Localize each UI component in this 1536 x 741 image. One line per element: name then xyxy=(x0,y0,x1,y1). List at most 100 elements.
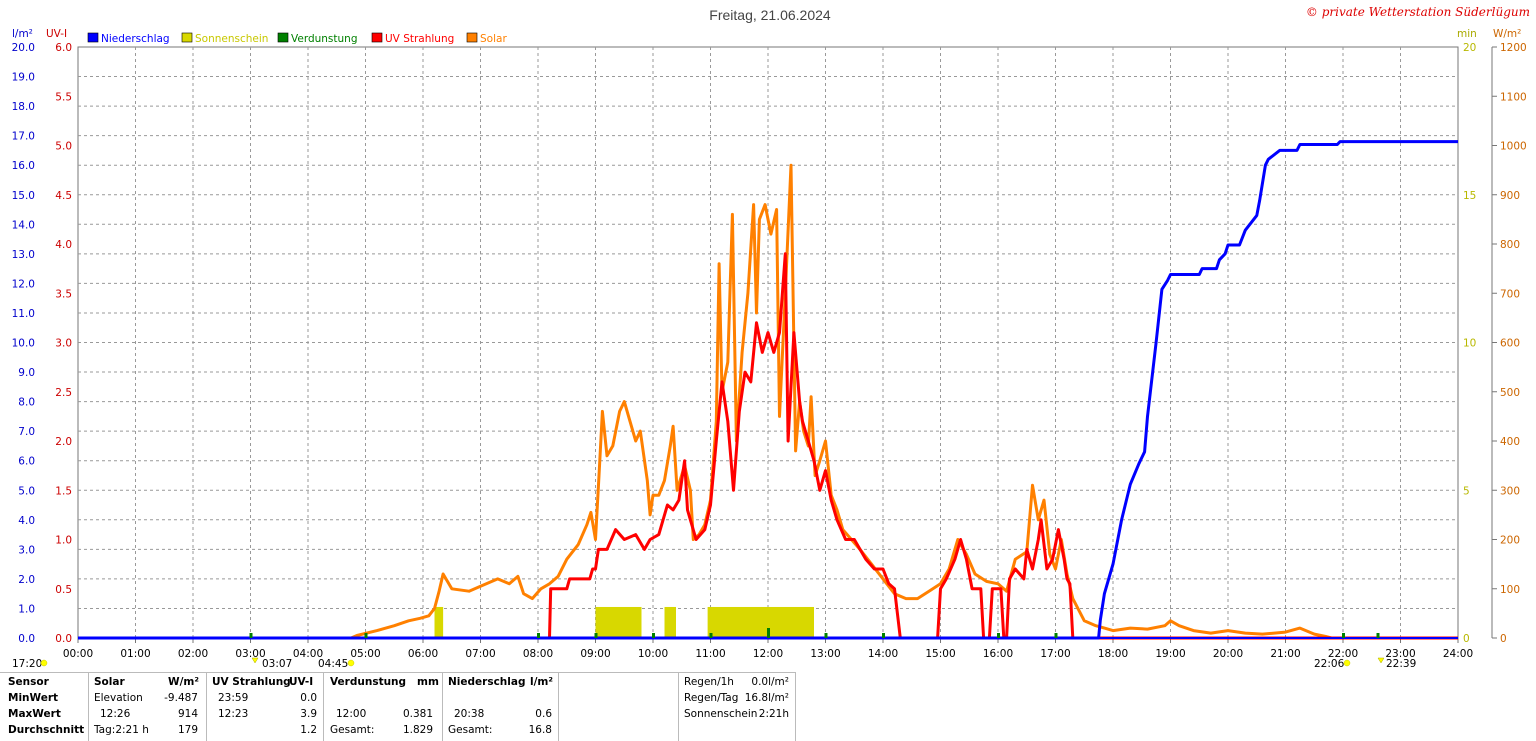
sunshine-bar xyxy=(707,606,814,638)
col-header-uv-unit: UV-I xyxy=(289,676,314,688)
precip-tick-label: 20.0 xyxy=(12,42,35,54)
uv-tick-label: 4.0 xyxy=(55,239,72,251)
table-divider-7 xyxy=(795,672,796,741)
solar-tick-label: 0 xyxy=(1500,633,1507,645)
sun-tick-label: 10 xyxy=(1463,338,1476,350)
twilight-marker-icon xyxy=(251,657,259,664)
series-line-precip xyxy=(78,140,1458,640)
sun-tick-label: 5 xyxy=(1463,485,1470,497)
row-label-avg: Durchschnitt xyxy=(8,724,85,736)
table-divider-top xyxy=(0,672,795,673)
evaporation-mark xyxy=(652,633,655,638)
col-header-solar-unit: W/m² xyxy=(168,676,199,688)
axes: 0.0 1.0 2.0 3.0 4.0 5.0 6.0 7.0 8.0 9.0 10.0 11.0 12… xyxy=(12,42,1527,660)
x-tick-label: 07:00 xyxy=(465,648,495,660)
x-tick-label: 21:00 xyxy=(1270,648,1300,660)
uv-tick-label: 1.5 xyxy=(55,485,72,497)
x-tick-label: 18:00 xyxy=(1098,648,1128,660)
axis-unit-solar: W/m² xyxy=(1493,28,1521,40)
uv-tick-label: 0.0 xyxy=(55,633,72,645)
evaporation-mark xyxy=(1054,633,1058,638)
x-tick-label: 01:00 xyxy=(120,648,150,660)
x-tick-label: 23:00 xyxy=(1385,648,1415,660)
sun-tick-label: 0 xyxy=(1463,633,1470,645)
avg-evap-value: 1.829 xyxy=(402,724,433,736)
stats-table: Sensor Solar W/m² UV Strahlung UV-I Verd… xyxy=(0,672,1536,741)
avg-evap-label: Gesamt: xyxy=(330,724,375,736)
table-divider-6 xyxy=(678,672,679,741)
x-tick-label: 14:00 xyxy=(868,648,898,660)
evaporation-mark xyxy=(824,633,828,638)
summary-label-sunshine: Sonnenschein xyxy=(684,708,758,720)
evaporation-mark xyxy=(1376,633,1380,638)
legend-swatch xyxy=(87,32,99,43)
x-tick-label: 22:00 xyxy=(1328,648,1358,660)
uv-tick-label: 5.5 xyxy=(55,91,72,103)
min-uv-value: 0.0 xyxy=(300,692,317,704)
evaporation-marks xyxy=(249,628,1380,638)
evaporation-mark xyxy=(997,633,1000,638)
solar-tick-label: 1000 xyxy=(1500,141,1527,153)
max-precip-time: 20:38 xyxy=(454,708,485,720)
legend-swatch xyxy=(371,32,383,43)
avg-solar-value: 179 xyxy=(177,724,198,736)
solar-tick-label: 300 xyxy=(1500,485,1520,497)
x-tick-label: 02:00 xyxy=(178,648,208,660)
max-evap-value: 0.381 xyxy=(402,708,433,720)
precip-tick-label: 16.0 xyxy=(12,160,35,172)
copyright-label: © private Wetterstation Süderlügum xyxy=(1306,5,1530,19)
solar-tick-label: 800 xyxy=(1500,239,1520,251)
x-tick-label: 19:00 xyxy=(1155,648,1185,660)
sunshine-bars xyxy=(434,606,814,638)
legend-swatch xyxy=(181,32,193,43)
chart-title: Freitag, 21.06.2024 xyxy=(709,7,831,23)
precip-tick-label: 14.0 xyxy=(12,219,35,231)
solar-tick-label: 700 xyxy=(1500,288,1520,300)
precip-tick-label: 13.0 xyxy=(12,249,35,261)
uv-tick-label: 4.5 xyxy=(55,190,72,202)
summary-value-rain-day: 16.8l/m² xyxy=(744,692,789,704)
uv-tick-label: 2.0 xyxy=(55,436,72,448)
col-header-precip: Niederschlag xyxy=(448,676,526,688)
axis-unit-min: min xyxy=(1457,28,1477,40)
uv-tick-label: 3.0 xyxy=(55,338,72,350)
table-divider-1 xyxy=(88,672,89,741)
summary-label-rain-hour: Regen/1h xyxy=(684,676,734,688)
avg-precip-value: 16.8 xyxy=(528,724,552,736)
evaporation-mark xyxy=(594,633,598,638)
precip-tick-label: 5.0 xyxy=(18,485,35,497)
x-tick-label: 15:00 xyxy=(925,648,955,660)
sunshine-bar xyxy=(434,606,444,638)
precip-tick-label: 11.0 xyxy=(12,308,35,320)
evaporation-mark xyxy=(882,633,885,638)
time-annotation: 22:06 xyxy=(1314,658,1345,670)
max-precip-value: 0.6 xyxy=(535,708,552,720)
solar-tick-label: 1200 xyxy=(1500,42,1527,54)
sun-tick-label: 15 xyxy=(1463,190,1476,202)
precip-tick-label: 0.0 xyxy=(18,633,35,645)
col-header-solar: Solar xyxy=(94,676,125,688)
grid xyxy=(78,47,1458,638)
sun-marker-icon xyxy=(347,659,355,667)
legend-label: Sonnenschein xyxy=(195,33,268,45)
max-uv-value: 3.9 xyxy=(300,708,317,720)
time-annotation: 17:20 xyxy=(12,658,42,670)
precip-tick-label: 18.0 xyxy=(12,101,35,113)
series-line-uv xyxy=(78,252,1458,640)
precip-tick-label: 12.0 xyxy=(12,278,35,290)
sunshine-bar xyxy=(664,606,676,638)
precip-tick-label: 1.0 xyxy=(18,603,35,615)
precip-tick-label: 8.0 xyxy=(18,397,35,409)
x-tick-label: 17:00 xyxy=(1040,648,1070,660)
col-header-evap-unit: mm xyxy=(417,676,439,688)
below-axis-annotations: 17:20 03:07 04:45 22:06 22:39 xyxy=(12,657,1416,670)
legend-label: Niederschlag xyxy=(101,33,170,45)
evaporation-mark xyxy=(249,633,253,638)
axis-unit-precip: l/m² xyxy=(12,28,33,40)
legend-label: Solar xyxy=(480,33,507,45)
legend-label: UV Strahlung xyxy=(385,33,454,45)
col-header-uv: UV Strahlung xyxy=(212,676,291,688)
precip-tick-label: 17.0 xyxy=(12,131,35,143)
table-divider-4 xyxy=(442,672,443,741)
min-solar-value: -9.487 xyxy=(164,692,198,704)
